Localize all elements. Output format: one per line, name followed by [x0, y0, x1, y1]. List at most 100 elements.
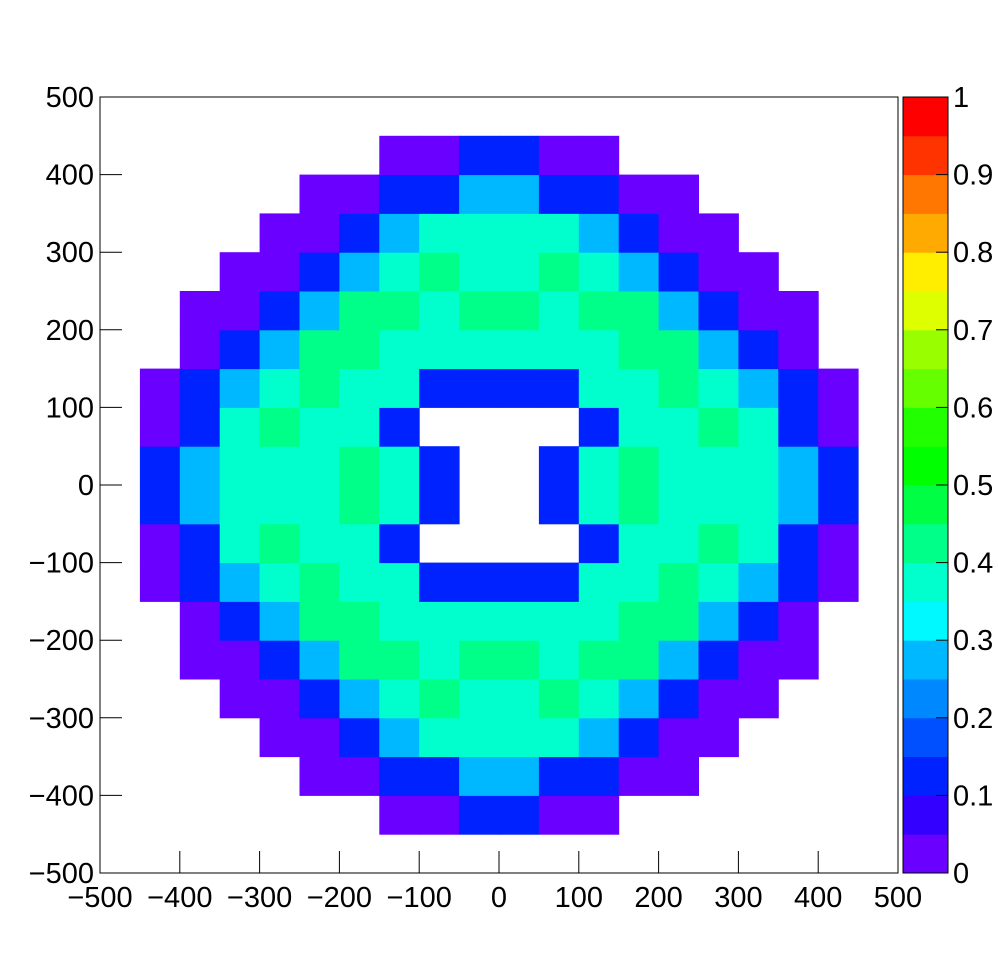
z-tick-label: 0.9 — [953, 160, 993, 192]
colorbar-cell — [903, 407, 948, 447]
bin — [459, 679, 500, 719]
bin — [179, 446, 221, 486]
bin — [578, 446, 620, 486]
bin — [538, 756, 580, 796]
bin — [618, 407, 660, 447]
bin — [538, 795, 580, 835]
bin — [538, 174, 580, 214]
colorbar-cell — [903, 795, 948, 835]
bin — [179, 329, 221, 370]
bin — [698, 446, 739, 486]
bin — [778, 640, 819, 680]
bin — [738, 252, 779, 292]
colorbar-cell — [903, 756, 948, 796]
bin — [259, 407, 300, 447]
bin — [618, 252, 660, 292]
bin — [578, 407, 620, 447]
bin — [339, 213, 380, 253]
bin — [538, 213, 580, 253]
z-tick-label: 0 — [953, 858, 969, 890]
bin — [499, 679, 540, 719]
bin — [259, 679, 300, 719]
bin — [259, 562, 300, 602]
bin — [538, 640, 580, 680]
bin — [658, 213, 699, 253]
bin — [219, 407, 261, 447]
bin — [698, 368, 739, 408]
bin — [578, 679, 620, 719]
bin — [658, 562, 699, 602]
bin — [578, 756, 620, 796]
bin — [538, 135, 580, 176]
bin — [379, 756, 420, 796]
bin — [459, 368, 500, 408]
bin — [219, 562, 261, 602]
z-tick-label: 0.3 — [953, 625, 993, 657]
bin — [499, 213, 540, 253]
bin — [339, 291, 380, 331]
bin — [578, 213, 620, 253]
bin — [419, 679, 460, 719]
bin — [459, 174, 500, 214]
bin — [658, 679, 699, 719]
bin — [419, 174, 460, 214]
bin — [578, 368, 620, 408]
bin — [339, 523, 380, 564]
bin — [618, 601, 660, 641]
bin — [778, 291, 819, 331]
bin — [179, 407, 221, 447]
bin — [419, 795, 460, 835]
colorbar — [903, 97, 948, 874]
x-tick-label: −200 — [307, 882, 372, 914]
bin — [179, 640, 221, 680]
bin — [419, 252, 460, 292]
colorbar-cell — [903, 174, 948, 214]
bin — [538, 562, 580, 602]
bin — [658, 485, 699, 525]
bin — [339, 562, 380, 602]
z-tick-label: 0.8 — [953, 237, 993, 269]
bin — [219, 252, 261, 292]
bin — [738, 562, 779, 602]
bin — [299, 523, 340, 564]
bin — [419, 562, 460, 602]
bin — [738, 523, 779, 564]
colorbar-cell — [903, 368, 948, 408]
bin — [538, 329, 580, 370]
bin — [778, 562, 819, 602]
colorbar-cell — [903, 329, 948, 370]
bin — [578, 601, 620, 641]
bin — [219, 523, 261, 564]
bin — [618, 640, 660, 680]
bin — [618, 291, 660, 331]
heatmap — [139, 135, 859, 835]
bin — [538, 485, 580, 525]
bin — [419, 135, 460, 176]
bin — [339, 174, 380, 214]
bin — [419, 640, 460, 680]
bin — [299, 756, 340, 796]
bin — [578, 795, 620, 835]
bin — [419, 601, 460, 641]
bin — [538, 291, 580, 331]
y-tick-label: 400 — [46, 160, 94, 192]
bin — [259, 717, 300, 758]
bin — [578, 252, 620, 292]
colorbar-cell — [903, 97, 948, 137]
z-tick-label: 1 — [953, 82, 969, 114]
bin — [658, 368, 699, 408]
bin — [339, 756, 380, 796]
bin — [818, 562, 859, 602]
bin — [738, 485, 779, 525]
bin — [379, 174, 420, 214]
bin — [618, 717, 660, 758]
bin — [658, 523, 699, 564]
bin — [459, 291, 500, 331]
bin — [419, 485, 460, 525]
bin — [538, 446, 580, 486]
bin — [339, 640, 380, 680]
bin — [419, 329, 460, 370]
bin — [618, 329, 660, 370]
bin — [499, 640, 540, 680]
bin — [379, 291, 420, 331]
